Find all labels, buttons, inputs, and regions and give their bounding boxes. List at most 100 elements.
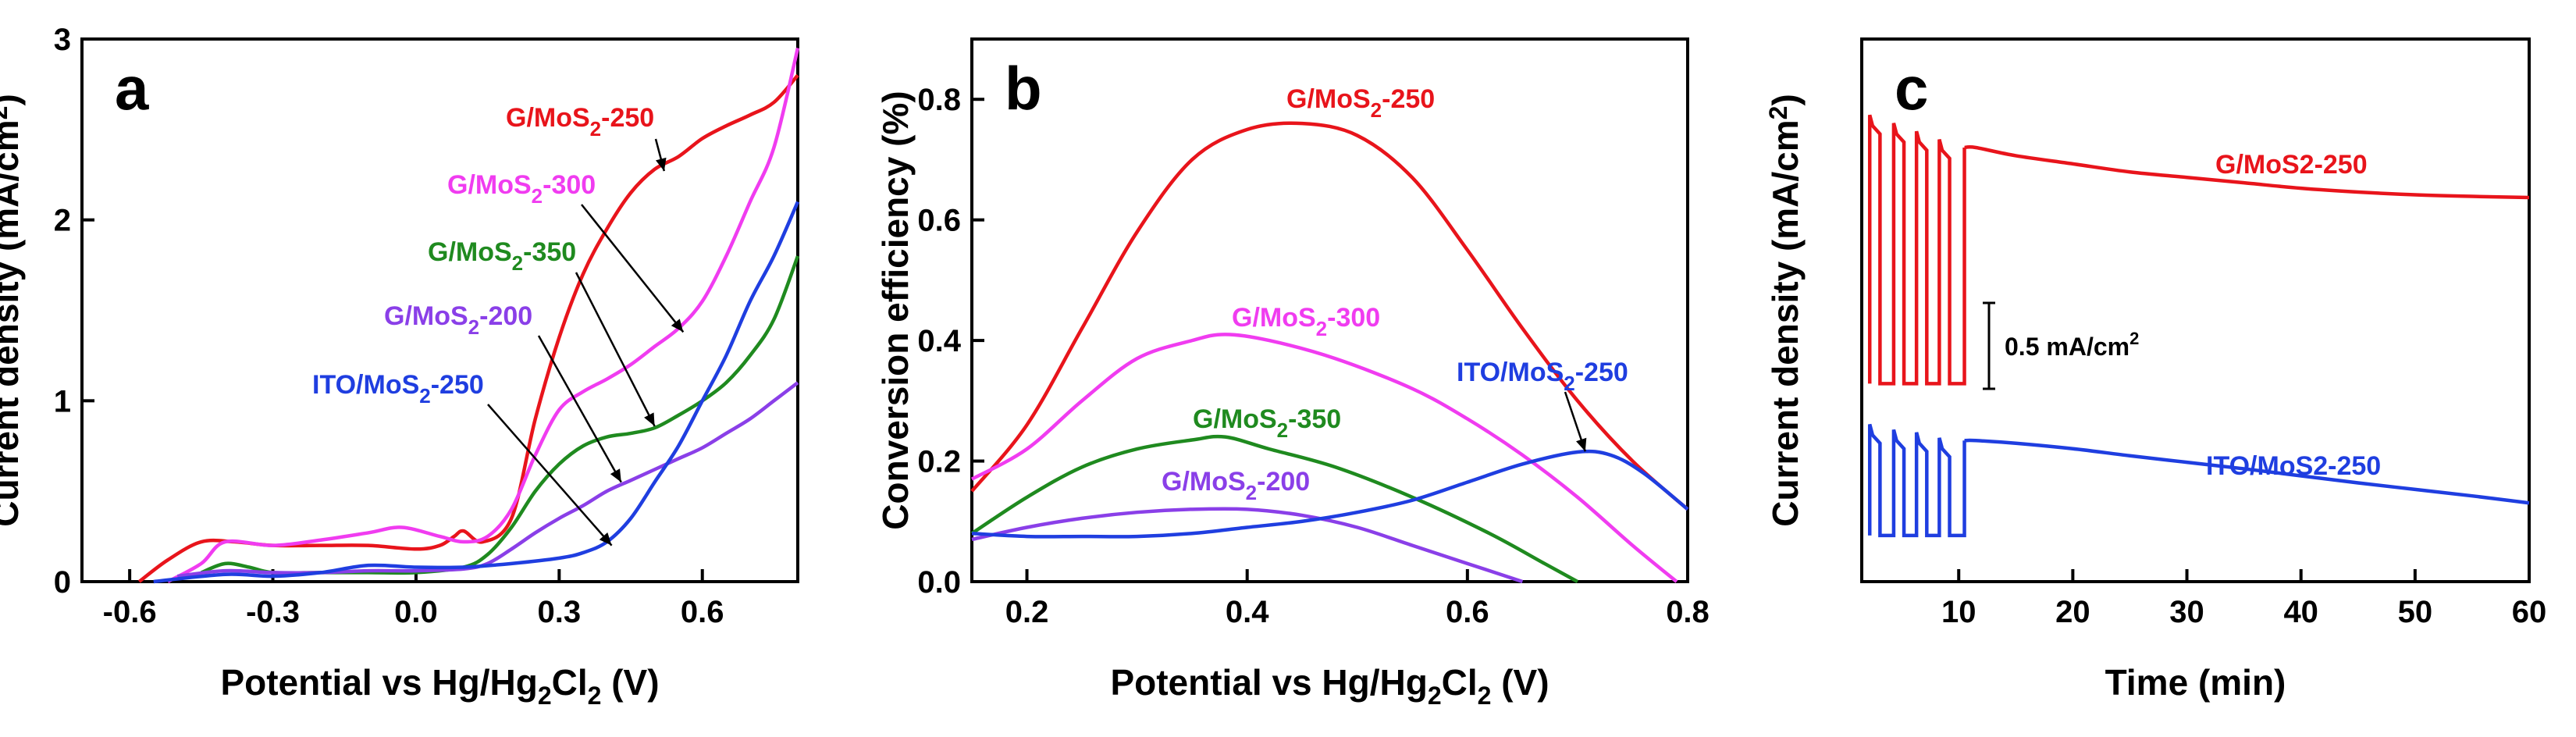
x-tick-label: 0.8	[1666, 595, 1710, 629]
x-tick-label: 0.2	[1005, 595, 1049, 629]
series-line-ito-mos2-250	[153, 201, 800, 584]
x-tick-label: 20	[2055, 595, 2090, 629]
text-part: Cl	[1442, 662, 1478, 703]
subscript: 2	[1564, 372, 1574, 395]
panel-a-letter: a	[115, 54, 149, 123]
text-part: -200	[479, 301, 532, 331]
text-part: Time (min)	[2105, 662, 2286, 703]
text-part: -250	[601, 103, 654, 133]
text-part: G/MoS	[1232, 303, 1316, 333]
panel-b-frame	[970, 37, 1689, 583]
y-tick-label: 0.0	[917, 565, 961, 600]
series-line-g-mos2-350	[970, 434, 1579, 583]
text-part: -250	[1382, 84, 1435, 114]
x-tick-label: 60	[2512, 595, 2547, 629]
subscript: 2	[1478, 682, 1492, 710]
x-tick-label: 10	[1941, 595, 1976, 629]
subscript: 2	[588, 682, 602, 710]
superscript: 2	[2129, 329, 2139, 348]
series-label: G/MoS2-200	[1162, 467, 1310, 504]
series-label: G/MoS2-350	[428, 237, 576, 275]
y-tick-label: 0	[54, 565, 71, 600]
series-label: G/MoS2-250	[506, 103, 654, 141]
text-part: )	[1765, 94, 1806, 105]
annotation-arrowhead	[671, 319, 684, 333]
text-part: -350	[523, 237, 576, 267]
series-label: ITO/MoS2-250	[312, 370, 484, 408]
panel-c: 10 20 30 40 50 60 G/MoS2-250 ITO/MoS2-250 0.5 …	[1764, 37, 2547, 703]
text-part: G/MoS	[1286, 84, 1371, 114]
text-part: (V)	[1491, 662, 1549, 703]
subscript: 2	[512, 251, 523, 275]
panel-c-ylabel: Current density (mA/cm2)	[1764, 94, 1806, 527]
text-part: )	[0, 94, 26, 105]
panel-c-series-labels: G/MoS2-250 ITO/MoS2-250	[2206, 150, 2381, 481]
text-part: -350	[1288, 404, 1341, 434]
annotation-arrowhead	[599, 532, 612, 546]
text-part: Potential vs Hg/Hg	[220, 662, 537, 703]
annotation-arrow	[487, 404, 613, 547]
annotation-arrowhead	[1576, 437, 1587, 452]
annotation-arrowhead	[655, 157, 667, 172]
text-part: ITO/MoS	[1457, 358, 1564, 387]
panel-b-series-labels: G/MoS2-250G/MoS2-300G/MoS2-350G/MoS2-200…	[1162, 84, 1628, 504]
series-label: G/MoS2-250	[1286, 84, 1435, 122]
x-tick-label: 0.4	[1226, 595, 1269, 629]
text-part: ITO/MoS	[312, 370, 419, 400]
series-chop-g-mos2-250	[1867, 114, 1966, 386]
text-part: 0.5 mA/cm	[2005, 333, 2129, 361]
series-line-g-mos2-250	[970, 121, 1689, 511]
annotation-arrow	[581, 204, 685, 333]
series-line-g-mos2-300	[166, 48, 800, 583]
series-label: G/MoS2-350	[1193, 404, 1341, 442]
text-part: -250	[1575, 358, 1628, 387]
text-part: Conversion efficiency (%)	[875, 91, 916, 529]
text-part: G/MoS	[506, 103, 590, 133]
x-tick-label: 30	[2169, 595, 2204, 629]
panel-c-frame	[1860, 37, 2531, 583]
text-part: G/MoS	[447, 170, 532, 200]
series-line-ito-mos2-250	[1964, 438, 2530, 505]
annotation-arrowhead	[644, 412, 655, 426]
subscript: 2	[532, 184, 543, 208]
panel-a-ylabel: Current density (mA/cm2)	[0, 94, 26, 527]
x-tick-label: 40	[2283, 595, 2318, 629]
superscript: 2	[1764, 106, 1792, 120]
subscript: 2	[468, 315, 479, 339]
series-label: G/MoS2-250	[2215, 150, 2368, 180]
x-tick-label: 0.0	[394, 595, 438, 629]
y-tick-label: 3	[54, 23, 71, 57]
panel-c-lines	[1867, 114, 2530, 538]
panel-a-xlabel: Potential vs Hg/Hg2Cl2 (V)	[220, 662, 659, 710]
series-label: G/MoS2-300	[447, 170, 596, 208]
text-part: Potential vs Hg/Hg	[1110, 662, 1427, 703]
subscript: 2	[1371, 98, 1382, 122]
panel-b-ticks: 0.2 0.4 0.6 0.8 0.0 0.2 0.4 0.6 0.8	[917, 83, 1709, 629]
text-part: -250	[431, 370, 484, 400]
y-tick-label: 1	[54, 384, 71, 418]
series-line-ito-mos2-250	[971, 449, 1689, 539]
text-part: -300	[1327, 303, 1380, 333]
text-part: G/MoS	[384, 301, 468, 331]
panel-a-frame	[80, 37, 799, 583]
subscript: 2	[1246, 481, 1257, 504]
text-part: G/MoS	[1193, 404, 1277, 434]
text-part: -200	[1257, 467, 1310, 497]
series-line-g-mos2-250	[1964, 144, 2530, 200]
panel-b-ylabel: Conversion efficiency (%)	[875, 91, 916, 529]
y-tick-label: 0.4	[917, 324, 961, 358]
panel-a-series-labels: G/MoS2-250G/MoS2-300G/MoS2-350G/MoS2-200…	[312, 103, 685, 547]
subscript: 2	[419, 384, 430, 408]
subscript: 2	[1428, 682, 1442, 710]
panel-a-ticks: -0.6 -0.3 0.0 0.3 0.6 0 1 2 3	[54, 23, 724, 629]
y-tick-label: 2	[54, 204, 71, 238]
annotation-arrow	[575, 272, 656, 427]
text-part: Cl	[552, 662, 588, 703]
y-tick-label: 0.6	[917, 204, 961, 238]
text-part: Current density (mA/cm	[0, 119, 26, 526]
superscript: 2	[0, 106, 12, 120]
x-tick-label: 0.3	[538, 595, 582, 629]
panel-b-letter: b	[1005, 54, 1042, 123]
